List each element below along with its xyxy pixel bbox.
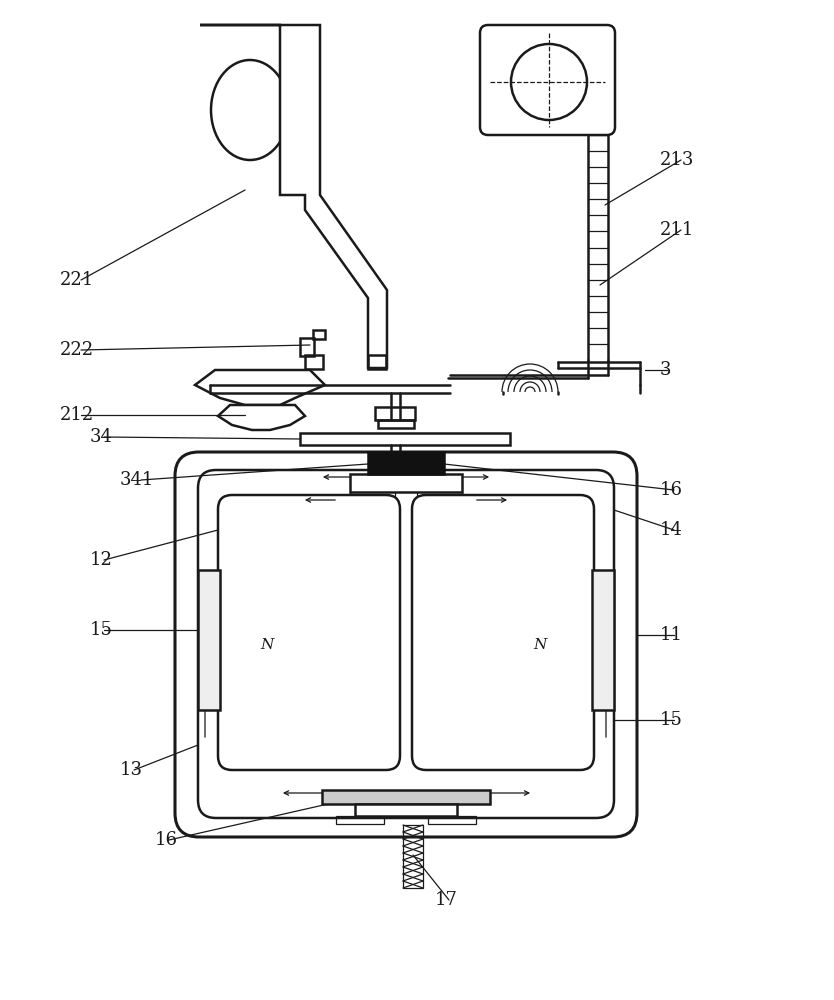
- FancyBboxPatch shape: [198, 470, 614, 818]
- Bar: [378, 420, 414, 428]
- Bar: [198, 570, 220, 710]
- Bar: [313, 330, 325, 339]
- Polygon shape: [200, 25, 387, 368]
- Text: 34: 34: [90, 428, 113, 446]
- Text: 221: 221: [60, 271, 94, 289]
- Text: 13: 13: [120, 761, 143, 779]
- Text: S: S: [593, 638, 603, 652]
- Bar: [300, 338, 314, 356]
- Bar: [592, 570, 614, 710]
- Bar: [428, 816, 476, 824]
- Bar: [305, 355, 323, 369]
- Text: 213: 213: [660, 151, 695, 169]
- Bar: [336, 816, 384, 824]
- Text: 16: 16: [660, 481, 683, 499]
- Bar: [417, 492, 462, 500]
- Text: 211: 211: [660, 221, 695, 239]
- Text: N: N: [533, 638, 547, 652]
- Text: 16: 16: [155, 831, 178, 849]
- FancyBboxPatch shape: [175, 452, 637, 837]
- Bar: [322, 790, 490, 804]
- Text: 341: 341: [120, 471, 154, 489]
- Bar: [355, 804, 457, 816]
- Text: 15: 15: [90, 621, 113, 639]
- Polygon shape: [195, 370, 325, 405]
- Text: 222: 222: [60, 341, 94, 359]
- Bar: [300, 433, 510, 445]
- Bar: [368, 452, 444, 474]
- Text: 17: 17: [435, 891, 458, 909]
- Bar: [403, 825, 423, 888]
- Text: 212: 212: [60, 406, 94, 424]
- Text: 14: 14: [660, 521, 683, 539]
- Bar: [350, 492, 395, 500]
- Bar: [350, 474, 462, 492]
- Text: S: S: [205, 638, 215, 652]
- Text: 3: 3: [660, 361, 671, 379]
- Bar: [368, 355, 386, 369]
- Text: 12: 12: [90, 551, 113, 569]
- Polygon shape: [218, 405, 305, 430]
- Text: 15: 15: [660, 711, 683, 729]
- FancyBboxPatch shape: [412, 495, 594, 770]
- Bar: [375, 407, 415, 420]
- FancyBboxPatch shape: [218, 495, 400, 770]
- Text: 11: 11: [660, 626, 683, 644]
- Text: N: N: [260, 638, 274, 652]
